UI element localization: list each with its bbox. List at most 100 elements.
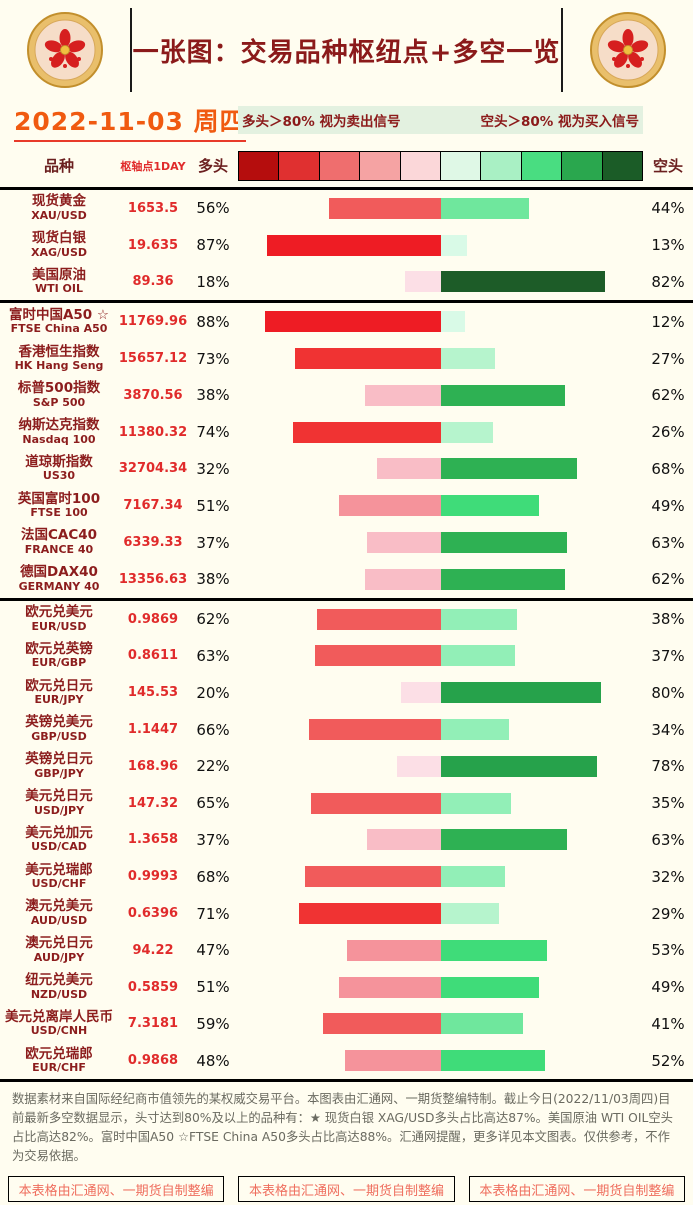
- long-bar: [338, 976, 441, 998]
- legend-long-signal: 多头＞80% 视为卖出信号: [242, 114, 401, 130]
- pivot-value: 7.3181: [127, 1016, 179, 1032]
- top-band: 一张图：交易品种枢纽点+多空一览: [0, 0, 693, 100]
- coin-flower-icon: [27, 12, 103, 88]
- long-percent: 68%: [196, 867, 230, 886]
- long-bar: [400, 682, 441, 704]
- table-row: 道琼斯指数 US30 32704.34 32% 68%: [0, 451, 693, 488]
- short-percent: 80%: [651, 683, 685, 702]
- long-percent: 48%: [196, 1051, 230, 1070]
- table-row: 欧元兑日元 EUR/JPY 145.53 20% 80%: [0, 674, 693, 711]
- long-short-bar: [238, 939, 643, 961]
- instrument-name: 美元兑离岸人民币 USD/CNH: [5, 1008, 113, 1038]
- short-bar: [440, 1013, 523, 1035]
- date-legend-row: 2022-11-03 周四 多头＞80% 视为卖出信号 空头＞80% 视为买入信…: [0, 100, 693, 144]
- long-percent: 74%: [196, 423, 230, 442]
- instrument-name: 欧元兑美元 EUR/USD: [25, 604, 93, 633]
- footnote: 数据素材来自国际经纪商市值领先的某权威交易平台。本图表由汇通网、一期货整编特制。…: [12, 1092, 673, 1164]
- short-bar: [440, 682, 601, 704]
- long-short-bar: [238, 829, 643, 851]
- instrument-name: 英镑兑美元 GBP/USD: [25, 714, 93, 743]
- credit-right: 本表格由汇通网、一期货自制整编: [468, 1176, 685, 1203]
- table-row: 欧元兑英镑 EUR/GBP 0.8611 63% 37%: [0, 638, 693, 675]
- short-percent: 34%: [651, 720, 685, 739]
- scale-swatch: [561, 150, 603, 181]
- table-row: 英国富时100 FTSE 100 7167.34 51% 49%: [0, 487, 693, 524]
- pivot-value: 147.32: [127, 795, 179, 811]
- table-row: 美元兑日元 USD/JPY 147.32 65% 35%: [0, 785, 693, 822]
- instrument-name: 纽元兑美元 NZD/USD: [25, 972, 93, 1001]
- long-percent: 51%: [196, 496, 230, 515]
- column-header-row: 品种 枢轴点1DAY 多头 空头: [0, 144, 693, 190]
- col-pivot: 枢轴点1DAY: [120, 159, 186, 173]
- pivot-value: 13356.63: [118, 571, 188, 587]
- long-bar: [264, 311, 441, 333]
- short-percent: 63%: [651, 830, 685, 849]
- table-row: 富时中国A50 ☆ FTSE China A50 11769.96 88% 12%: [0, 303, 693, 340]
- long-short-bar: [238, 645, 643, 667]
- table-row: 英镑兑美元 GBP/USD 1.1447 66% 34%: [0, 711, 693, 748]
- long-bar: [366, 532, 441, 554]
- long-bar: [322, 1013, 441, 1035]
- long-percent: 73%: [196, 349, 230, 368]
- short-bar: [440, 532, 567, 554]
- instrument-name: 澳元兑日元 AUD/JPY: [25, 935, 93, 964]
- title-box: 一张图：交易品种枢纽点+多空一览: [130, 8, 563, 92]
- long-bar: [338, 495, 441, 517]
- long-percent: 18%: [196, 272, 230, 291]
- short-percent: 63%: [651, 533, 685, 552]
- short-bar: [440, 829, 567, 851]
- table-row: 现货白银 XAG/USD 19.635 87% 13%: [0, 227, 693, 264]
- short-bar: [440, 458, 577, 480]
- short-bar: [440, 384, 565, 406]
- short-bar: [440, 608, 517, 630]
- instrument-name: 香港恒生指数 HK Hang Seng: [14, 343, 104, 373]
- pivot-value: 0.8611: [127, 648, 179, 664]
- short-bar: [440, 271, 605, 293]
- long-bar: [328, 197, 441, 219]
- instrument-name: 英镑兑日元 GBP/JPY: [25, 751, 93, 780]
- long-short-bar: [238, 458, 643, 480]
- short-percent: 32%: [651, 867, 685, 886]
- pivot-value: 11769.96: [118, 314, 188, 330]
- instrument-name: 欧元兑日元 EUR/JPY: [25, 677, 93, 707]
- long-short-bar: [238, 903, 643, 925]
- short-bar: [440, 348, 495, 370]
- long-bar: [376, 458, 441, 480]
- long-short-bar: [238, 755, 643, 777]
- page-title: 一张图：交易品种枢纽点+多空一览: [132, 37, 561, 68]
- long-short-bar: [238, 384, 643, 406]
- long-percent: 38%: [196, 386, 230, 405]
- short-percent: 26%: [651, 423, 685, 442]
- short-percent: 49%: [651, 496, 685, 515]
- long-bar: [344, 1050, 441, 1072]
- instrument-name: 欧元兑瑞郎 EUR/CHF: [25, 1045, 93, 1075]
- short-bar: [440, 645, 515, 667]
- scale-swatch: [278, 150, 320, 181]
- long-bar: [404, 271, 441, 293]
- short-bar: [440, 495, 539, 517]
- long-percent: 59%: [196, 1014, 230, 1033]
- long-percent: 87%: [196, 236, 230, 255]
- table-row: 欧元兑瑞郎 EUR/CHF 0.9868 48% 52%: [0, 1042, 693, 1079]
- long-percent: 32%: [196, 459, 230, 478]
- long-bar: [366, 829, 441, 851]
- pivot-value: 6339.33: [123, 535, 183, 551]
- pivot-value: 0.5859: [127, 979, 179, 995]
- long-bar: [294, 348, 441, 370]
- scale-swatch: [480, 150, 522, 181]
- table-row: 纽元兑美元 NZD/USD 0.5859 51% 49%: [0, 969, 693, 1006]
- long-bar: [364, 568, 441, 590]
- pivot-value: 0.9993: [127, 869, 179, 885]
- short-percent: 78%: [651, 757, 685, 776]
- pivot-value: 0.9869: [127, 611, 179, 627]
- pivot-value: 19.635: [127, 237, 179, 253]
- long-percent: 66%: [196, 720, 230, 739]
- scale-swatch: [359, 150, 401, 181]
- long-percent: 20%: [196, 683, 230, 702]
- long-bar: [310, 792, 441, 814]
- short-percent: 52%: [651, 1051, 685, 1070]
- long-bar: [298, 903, 441, 925]
- long-short-bar: [238, 532, 643, 554]
- pivot-value: 15657.12: [118, 351, 188, 367]
- long-bar: [304, 866, 441, 888]
